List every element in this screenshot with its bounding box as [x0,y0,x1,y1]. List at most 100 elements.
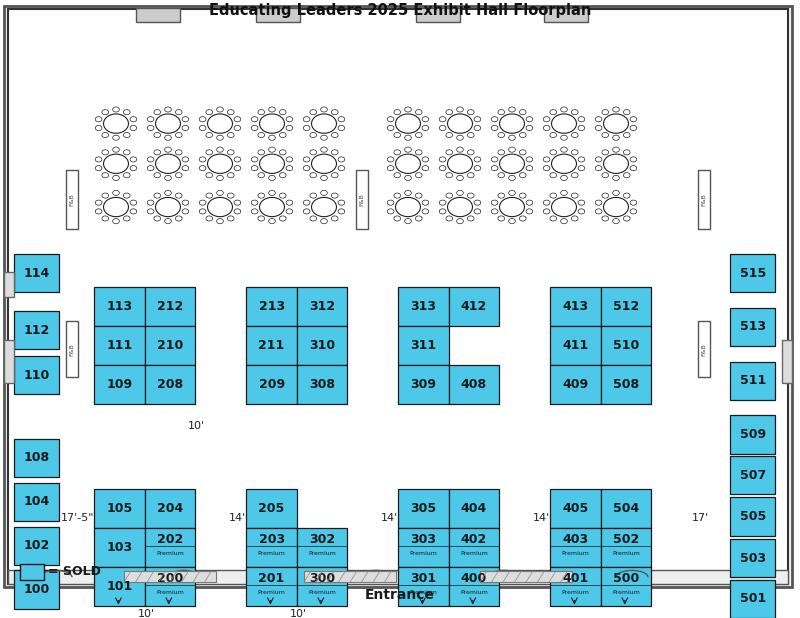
Circle shape [269,107,275,112]
Circle shape [217,176,223,180]
Circle shape [446,132,453,138]
Circle shape [286,157,293,162]
Circle shape [571,193,578,198]
Bar [698,170,710,229]
Circle shape [561,107,567,112]
Text: 312: 312 [309,300,335,313]
Circle shape [95,200,102,205]
Bar [14,570,59,609]
Circle shape [338,117,345,122]
Circle shape [602,172,609,178]
Circle shape [526,117,533,122]
Circle shape [415,172,422,178]
Bar [698,321,710,377]
Text: 413: 413 [562,300,589,313]
Bar [297,528,347,567]
Text: Premium: Premium [562,590,590,595]
Text: Entrance: Entrance [365,588,435,601]
Text: 508: 508 [613,378,639,391]
Circle shape [394,216,401,221]
Bar [145,489,195,528]
Circle shape [630,166,637,171]
Text: Premium: Premium [410,551,438,556]
Circle shape [395,154,421,174]
Text: 503: 503 [740,551,766,565]
Bar [449,365,499,404]
Text: 408: 408 [461,378,487,391]
Circle shape [395,114,421,133]
Circle shape [561,176,567,180]
Circle shape [519,150,526,155]
Circle shape [113,190,119,195]
Circle shape [130,117,137,122]
Circle shape [182,166,189,171]
Circle shape [286,125,293,130]
Text: 203: 203 [258,533,285,546]
Circle shape [613,147,619,152]
Circle shape [165,219,171,224]
Circle shape [123,193,130,198]
Circle shape [439,157,446,162]
Circle shape [509,190,515,195]
Circle shape [613,190,619,195]
Bar [246,567,297,606]
Bar [550,326,601,365]
Circle shape [154,109,161,115]
Circle shape [405,135,411,140]
Text: = SOLD: = SOLD [48,565,101,578]
Text: Premium: Premium [258,590,286,595]
Circle shape [447,197,473,217]
Circle shape [550,109,557,115]
Bar [14,311,59,349]
Bar [449,489,499,528]
Circle shape [147,157,154,162]
Circle shape [595,200,602,205]
Circle shape [286,117,293,122]
Bar [145,326,195,365]
Circle shape [258,172,265,178]
Circle shape [571,216,578,221]
Text: 509: 509 [740,428,766,441]
Circle shape [602,150,609,155]
Text: 114: 114 [24,266,50,280]
Circle shape [630,209,637,214]
Bar [550,489,601,528]
Text: 510: 510 [613,339,639,352]
Circle shape [279,193,286,198]
Circle shape [321,219,327,224]
Text: 507: 507 [740,468,766,482]
Circle shape [165,107,171,112]
Circle shape [95,117,102,122]
Bar [14,483,59,521]
Text: 205: 205 [258,502,285,515]
Circle shape [207,114,233,133]
Circle shape [602,216,609,221]
Circle shape [206,216,213,221]
Text: Premium: Premium [308,551,336,556]
Circle shape [199,209,206,214]
Text: 502: 502 [613,533,639,546]
Text: Premium: Premium [258,551,286,556]
Circle shape [561,219,567,224]
Bar [246,326,297,365]
Circle shape [603,114,629,133]
Text: 14': 14' [381,513,398,523]
Circle shape [457,190,463,195]
Text: 411: 411 [562,339,589,352]
Bar [398,287,449,326]
Circle shape [113,176,119,180]
Text: 500: 500 [613,572,639,585]
Circle shape [95,209,102,214]
Circle shape [498,172,505,178]
Circle shape [217,219,223,224]
Circle shape [154,150,161,155]
Circle shape [630,125,637,130]
Text: F&B: F&B [701,193,706,206]
Circle shape [550,193,557,198]
Circle shape [551,197,577,217]
Circle shape [623,150,630,155]
Circle shape [123,132,130,138]
Circle shape [578,166,585,171]
Text: 17': 17' [691,513,709,523]
Circle shape [603,197,629,217]
